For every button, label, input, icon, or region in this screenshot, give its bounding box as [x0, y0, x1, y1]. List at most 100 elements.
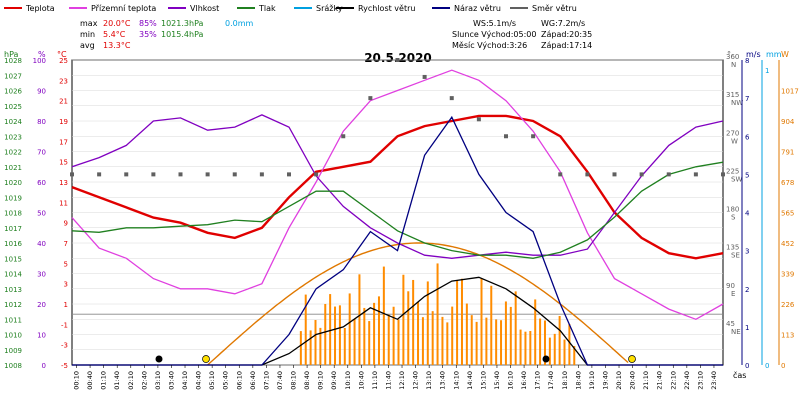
w-tick-label: 565 [781, 210, 794, 218]
hpa-tick-label: 1024 [4, 118, 22, 126]
hpa-tick-label: 1013 [4, 286, 22, 294]
ms-tick-label: 4 [745, 210, 750, 218]
sunset-marker [628, 355, 636, 363]
stats-min-label: min [80, 30, 95, 39]
hpa-tick-label: 1019 [4, 194, 22, 202]
ms-tick-label: 5 [745, 171, 749, 179]
solar-fill-bar [543, 320, 546, 365]
wind-direction-point [341, 134, 346, 139]
hpa-tick-label: 1008 [4, 362, 22, 370]
solar-fill-bar [504, 301, 507, 365]
solar-fill-bar [314, 320, 317, 365]
wind-gust-info: WG:7.2m/s [541, 19, 585, 28]
x-tick-label: 23:10 [696, 371, 704, 390]
temp-tick-label: -3 [61, 342, 68, 350]
pct-tick-label: 70 [37, 149, 46, 157]
wind-sun-info: WS:5.1m/s WG:7.2m/s Slunce Východ:05:00 … [452, 19, 592, 50]
dir-tick-label: NE [731, 328, 741, 336]
solar-fill-bar [573, 345, 576, 365]
w-tick-label: 452 [781, 240, 794, 248]
x-tick-label: 10:40 [357, 371, 365, 390]
hpa-axis-unit: hPa [4, 50, 19, 59]
x-tick-label: 13:40 [439, 371, 447, 390]
w-tick-label: 226 [781, 301, 795, 309]
hpa-tick-label: 1012 [4, 301, 22, 309]
x-tick-label: 11:40 [384, 371, 392, 390]
solar-fill-bar [382, 266, 385, 365]
solar-fill-bar [309, 330, 312, 365]
temp-tick-label: 23 [59, 77, 68, 85]
x-tick-label: 08:10 [290, 371, 298, 390]
solar-fill-bar [329, 294, 332, 365]
ms-tick-label: 1 [745, 324, 749, 332]
x-tick-label: 12:10 [398, 371, 406, 390]
temp-tick-label: -1 [61, 321, 68, 329]
legend-label: Tlak [258, 4, 276, 13]
x-tick-label: 20:10 [615, 371, 623, 390]
wind-direction-point [531, 134, 536, 139]
x-tick-label: 17:10 [534, 371, 542, 390]
solar-fill-bar [377, 296, 380, 365]
pct-tick-label: 30 [37, 271, 46, 279]
x-tick-label: 05:10 [208, 371, 216, 390]
temp-tick-label: 17 [59, 138, 68, 146]
hpa-tick-label: 1009 [4, 347, 22, 355]
solar-fill-bar [397, 319, 400, 365]
legend-label: Přízemní teplota [91, 4, 156, 13]
solar-fill-bar [553, 333, 556, 365]
hpa-tick-label: 1020 [4, 179, 22, 187]
x-tick-label: 03:10 [154, 371, 162, 390]
x-tick-label: 05:40 [222, 371, 230, 390]
time-axis-unit: čas [733, 370, 746, 380]
x-tick-label: 18:40 [574, 371, 582, 390]
sun-moon-markers [155, 355, 636, 363]
wind-direction-point [693, 172, 698, 177]
solar-fill-bar [324, 303, 327, 365]
solar-area-layer [207, 242, 629, 366]
ms-tick-label: 6 [745, 133, 750, 141]
dir-tick-label: 360 [726, 53, 739, 61]
x-tick-label: 15:10 [479, 371, 487, 390]
dir-tick-label: 45 [726, 320, 735, 328]
solar-fill-bar [407, 291, 410, 365]
sunset-info: Západ:20:35 [541, 30, 592, 39]
x-tick-label: 09:10 [317, 371, 325, 390]
hpa-tick-label: 1011 [4, 316, 22, 324]
legend-label: Srážky [316, 4, 343, 13]
x-tick-label: 13:10 [425, 371, 433, 390]
legend-label: Směr větru [532, 4, 577, 13]
solar-fill-bar [319, 327, 322, 365]
solar-fill-bar [363, 307, 366, 365]
temp-tick-label: 11 [59, 199, 68, 207]
x-tick-label: 06:40 [249, 371, 257, 390]
moonrise-info: Měsíc Východ:3:26 [452, 41, 527, 50]
solar-fill-bar [529, 331, 532, 365]
axes: 1008100910101011101210131014101510161017… [4, 53, 799, 370]
solar-fill-bar [563, 339, 566, 365]
solar-fill-bar [465, 303, 468, 365]
solar-fill-bar [456, 280, 459, 365]
pct-tick-label: 10 [37, 332, 46, 340]
moonrise-marker [155, 355, 163, 363]
wind-direction-point [124, 172, 129, 177]
x-tick-label: 16:40 [520, 371, 528, 390]
sunrise-info: Slunce Východ:05:00 [452, 30, 537, 39]
x-tick-label: 02:10 [127, 371, 135, 390]
x-tick-label: 09:40 [330, 371, 338, 390]
dir-tick-label: SE [731, 252, 740, 260]
stats-block: max 20.0°C 85% 1021.3hPa 0.0mm min 5.4°C… [80, 19, 254, 50]
x-axis-ticks: 00:10 00:40 01:10 01:40 02:10 02:40 03:10 03:40… [73, 365, 718, 390]
solar-fill-bar [387, 314, 390, 365]
pct-tick-label: 40 [37, 240, 46, 248]
x-tick-label: 12:40 [412, 371, 420, 390]
x-tick-label: 19:10 [588, 371, 596, 390]
legend-label: Teplota [25, 4, 55, 13]
legend: Teplota Přízemní teplota Vlhkost Tlak Srážky… [4, 4, 577, 13]
x-tick-label: 15:40 [493, 371, 501, 390]
hpa-tick-label: 1025 [4, 103, 22, 111]
w-tick-label: 678 [781, 179, 794, 187]
hpa-tick-label: 1022 [4, 149, 22, 157]
pct-tick-label: 90 [37, 88, 46, 96]
w-tick-label: 339 [781, 271, 794, 279]
